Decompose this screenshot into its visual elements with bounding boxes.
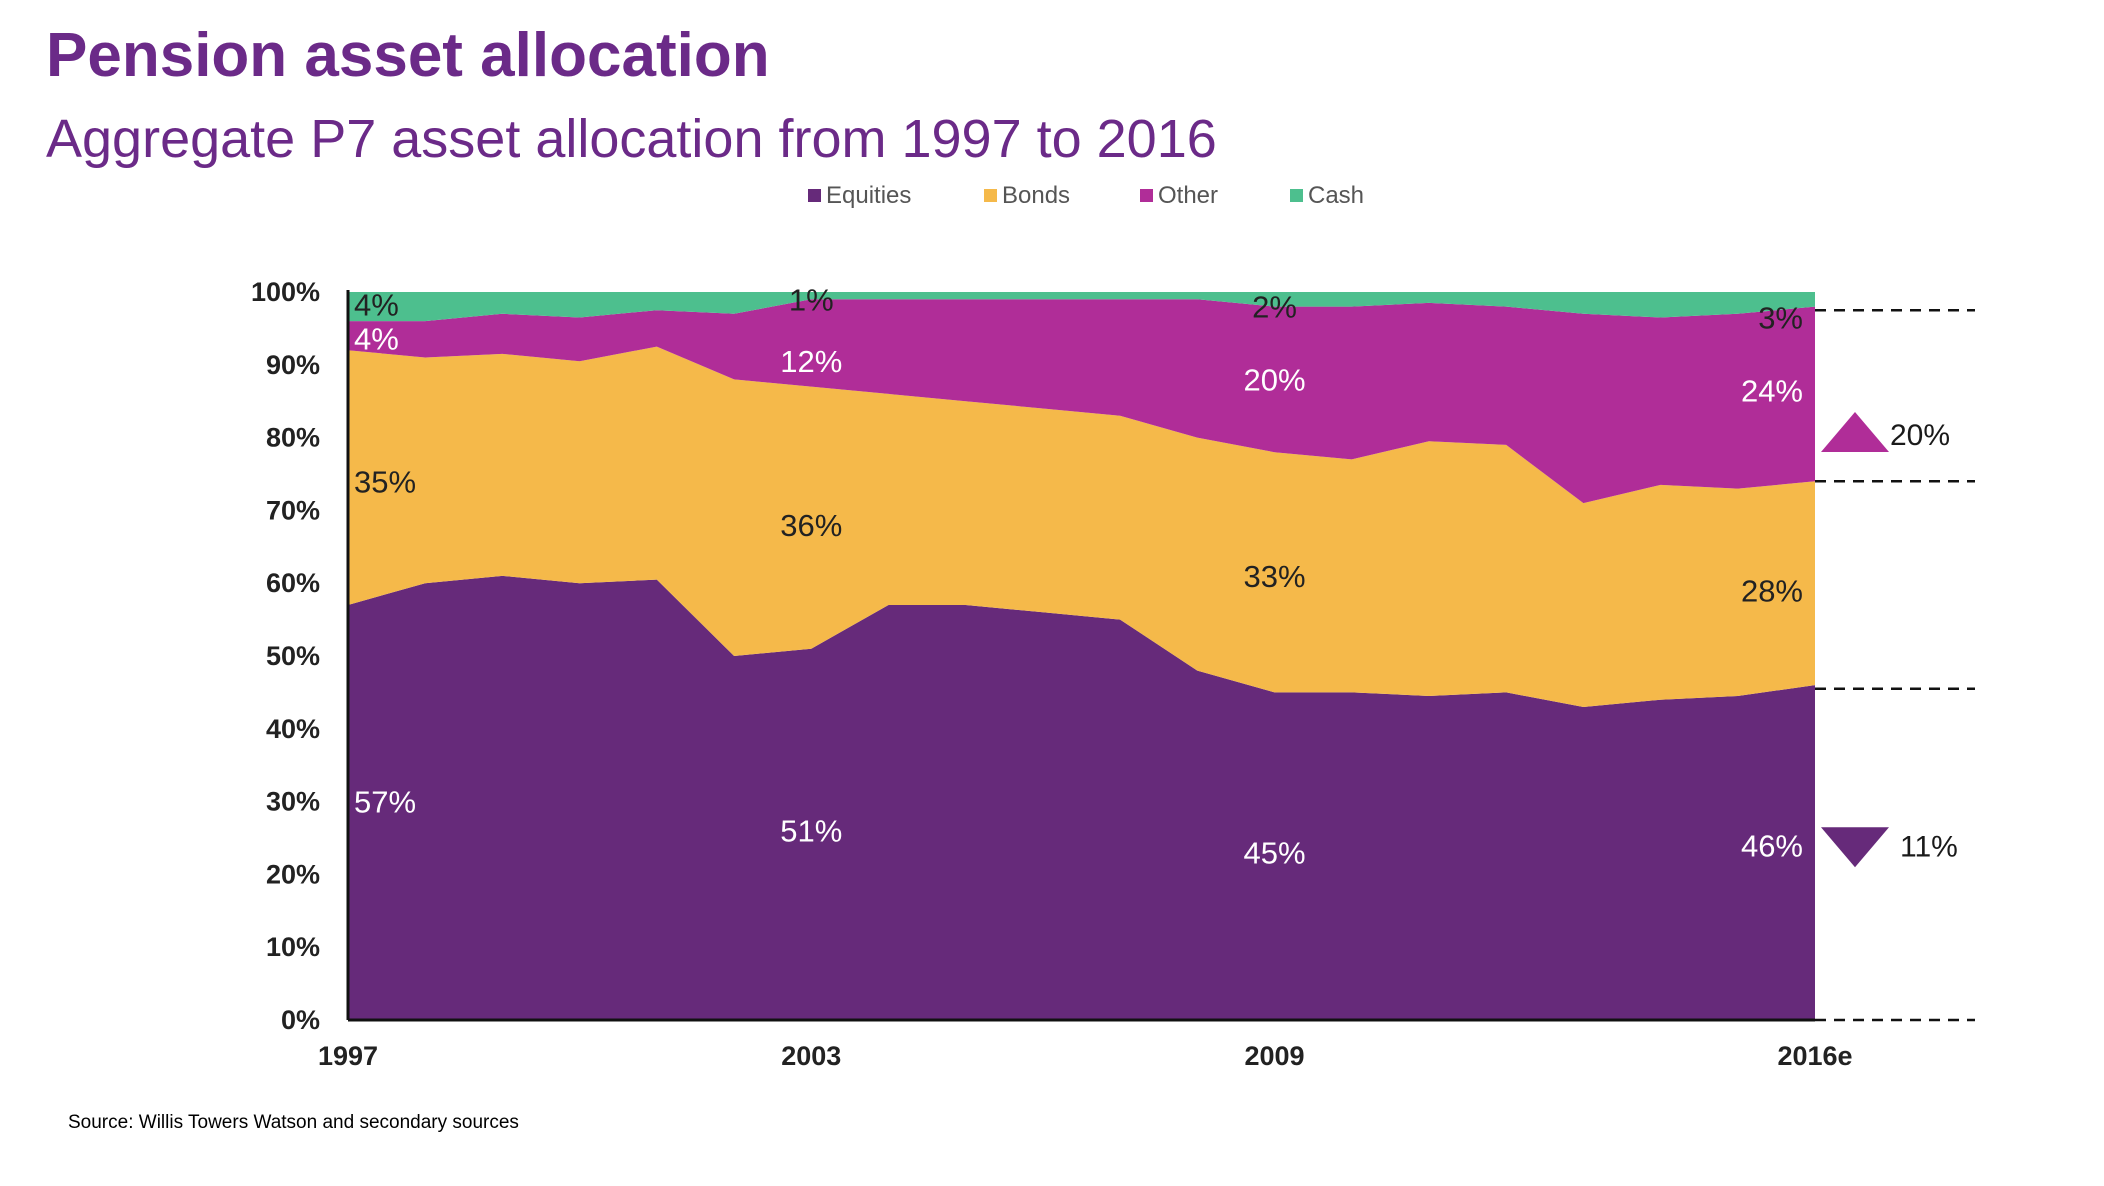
y-tick-label: 50% bbox=[266, 641, 320, 671]
reference-lines bbox=[1815, 308, 1975, 1022]
change-label: 20% bbox=[1890, 419, 1950, 452]
legend-label-equities: Equities bbox=[826, 182, 911, 209]
legend-swatch-equities bbox=[808, 189, 821, 202]
triangle-down-icon bbox=[1821, 827, 1889, 868]
legend-swatch-bonds bbox=[984, 189, 997, 202]
y-tick-label: 0% bbox=[281, 1005, 320, 1035]
data-label: 4% bbox=[354, 287, 399, 322]
legend-swatch-other bbox=[1140, 189, 1153, 202]
triangle-up-icon bbox=[1821, 411, 1889, 452]
data-label-layer: 57% 35% 4%4% 51% 36% 12% 1% 45% 33% 20% 2% 46% 28% 24… bbox=[354, 282, 1803, 870]
chart-subtitle: Aggregate P7 asset allocation from 1997 … bbox=[46, 109, 1217, 169]
legend-swatch-cash bbox=[1290, 189, 1303, 202]
y-tick-label: 60% bbox=[266, 568, 320, 598]
y-tick-label: 80% bbox=[266, 423, 320, 453]
change-markers: 20% 11% bbox=[1821, 411, 1958, 868]
y-tick-label: 10% bbox=[266, 932, 320, 962]
data-label: 51% bbox=[780, 814, 842, 849]
y-tick-label: 20% bbox=[266, 859, 320, 889]
data-label: 4% bbox=[354, 322, 399, 357]
x-tick-label: 2003 bbox=[781, 1041, 841, 1071]
area-equities bbox=[348, 575, 1815, 1020]
y-tick-label: 70% bbox=[266, 495, 320, 525]
data-label: 35% bbox=[354, 464, 416, 499]
chart-title: Pension asset allocation bbox=[46, 21, 770, 90]
area-layer bbox=[348, 292, 1815, 1020]
data-label: 57% bbox=[354, 785, 416, 820]
y-tick-label: 100% bbox=[251, 277, 320, 307]
area-other bbox=[348, 299, 1815, 504]
x-tick-label: 2016e bbox=[1777, 1041, 1852, 1071]
y-tick-label: 30% bbox=[266, 787, 320, 817]
source-note: Source: Willis Towers Watson and seconda… bbox=[68, 1112, 519, 1133]
legend-label-other: Other bbox=[1158, 182, 1218, 209]
x-tick-label: 2009 bbox=[1244, 1041, 1304, 1071]
data-label: 24% bbox=[1741, 373, 1803, 408]
legend: Equities Bonds Other Cash bbox=[808, 182, 1364, 209]
legend-label-cash: Cash bbox=[1308, 182, 1364, 209]
axes: 0% 10% 20% 30% 40% 50% 60% 70% 80% 90% 100% 1997 200… bbox=[251, 277, 1853, 1071]
x-tick-label: 1997 bbox=[318, 1041, 378, 1071]
data-label: 2% bbox=[1252, 290, 1297, 325]
data-label: 28% bbox=[1741, 573, 1803, 608]
data-label: 45% bbox=[1244, 836, 1306, 871]
data-label: 3% bbox=[1758, 300, 1803, 335]
data-label: 12% bbox=[780, 344, 842, 379]
area-bonds bbox=[348, 346, 1815, 707]
legend-label-bonds: Bonds bbox=[1002, 182, 1070, 209]
y-tick-label: 90% bbox=[266, 350, 320, 380]
y-tick-label: 40% bbox=[266, 714, 320, 744]
data-label: 1% bbox=[789, 282, 834, 317]
change-label: 11% bbox=[1900, 830, 1958, 863]
data-label: 20% bbox=[1244, 362, 1306, 397]
data-label: 46% bbox=[1741, 828, 1803, 863]
area-cash bbox=[348, 292, 1815, 322]
data-label: 33% bbox=[1244, 559, 1306, 594]
data-label: 36% bbox=[780, 508, 842, 543]
